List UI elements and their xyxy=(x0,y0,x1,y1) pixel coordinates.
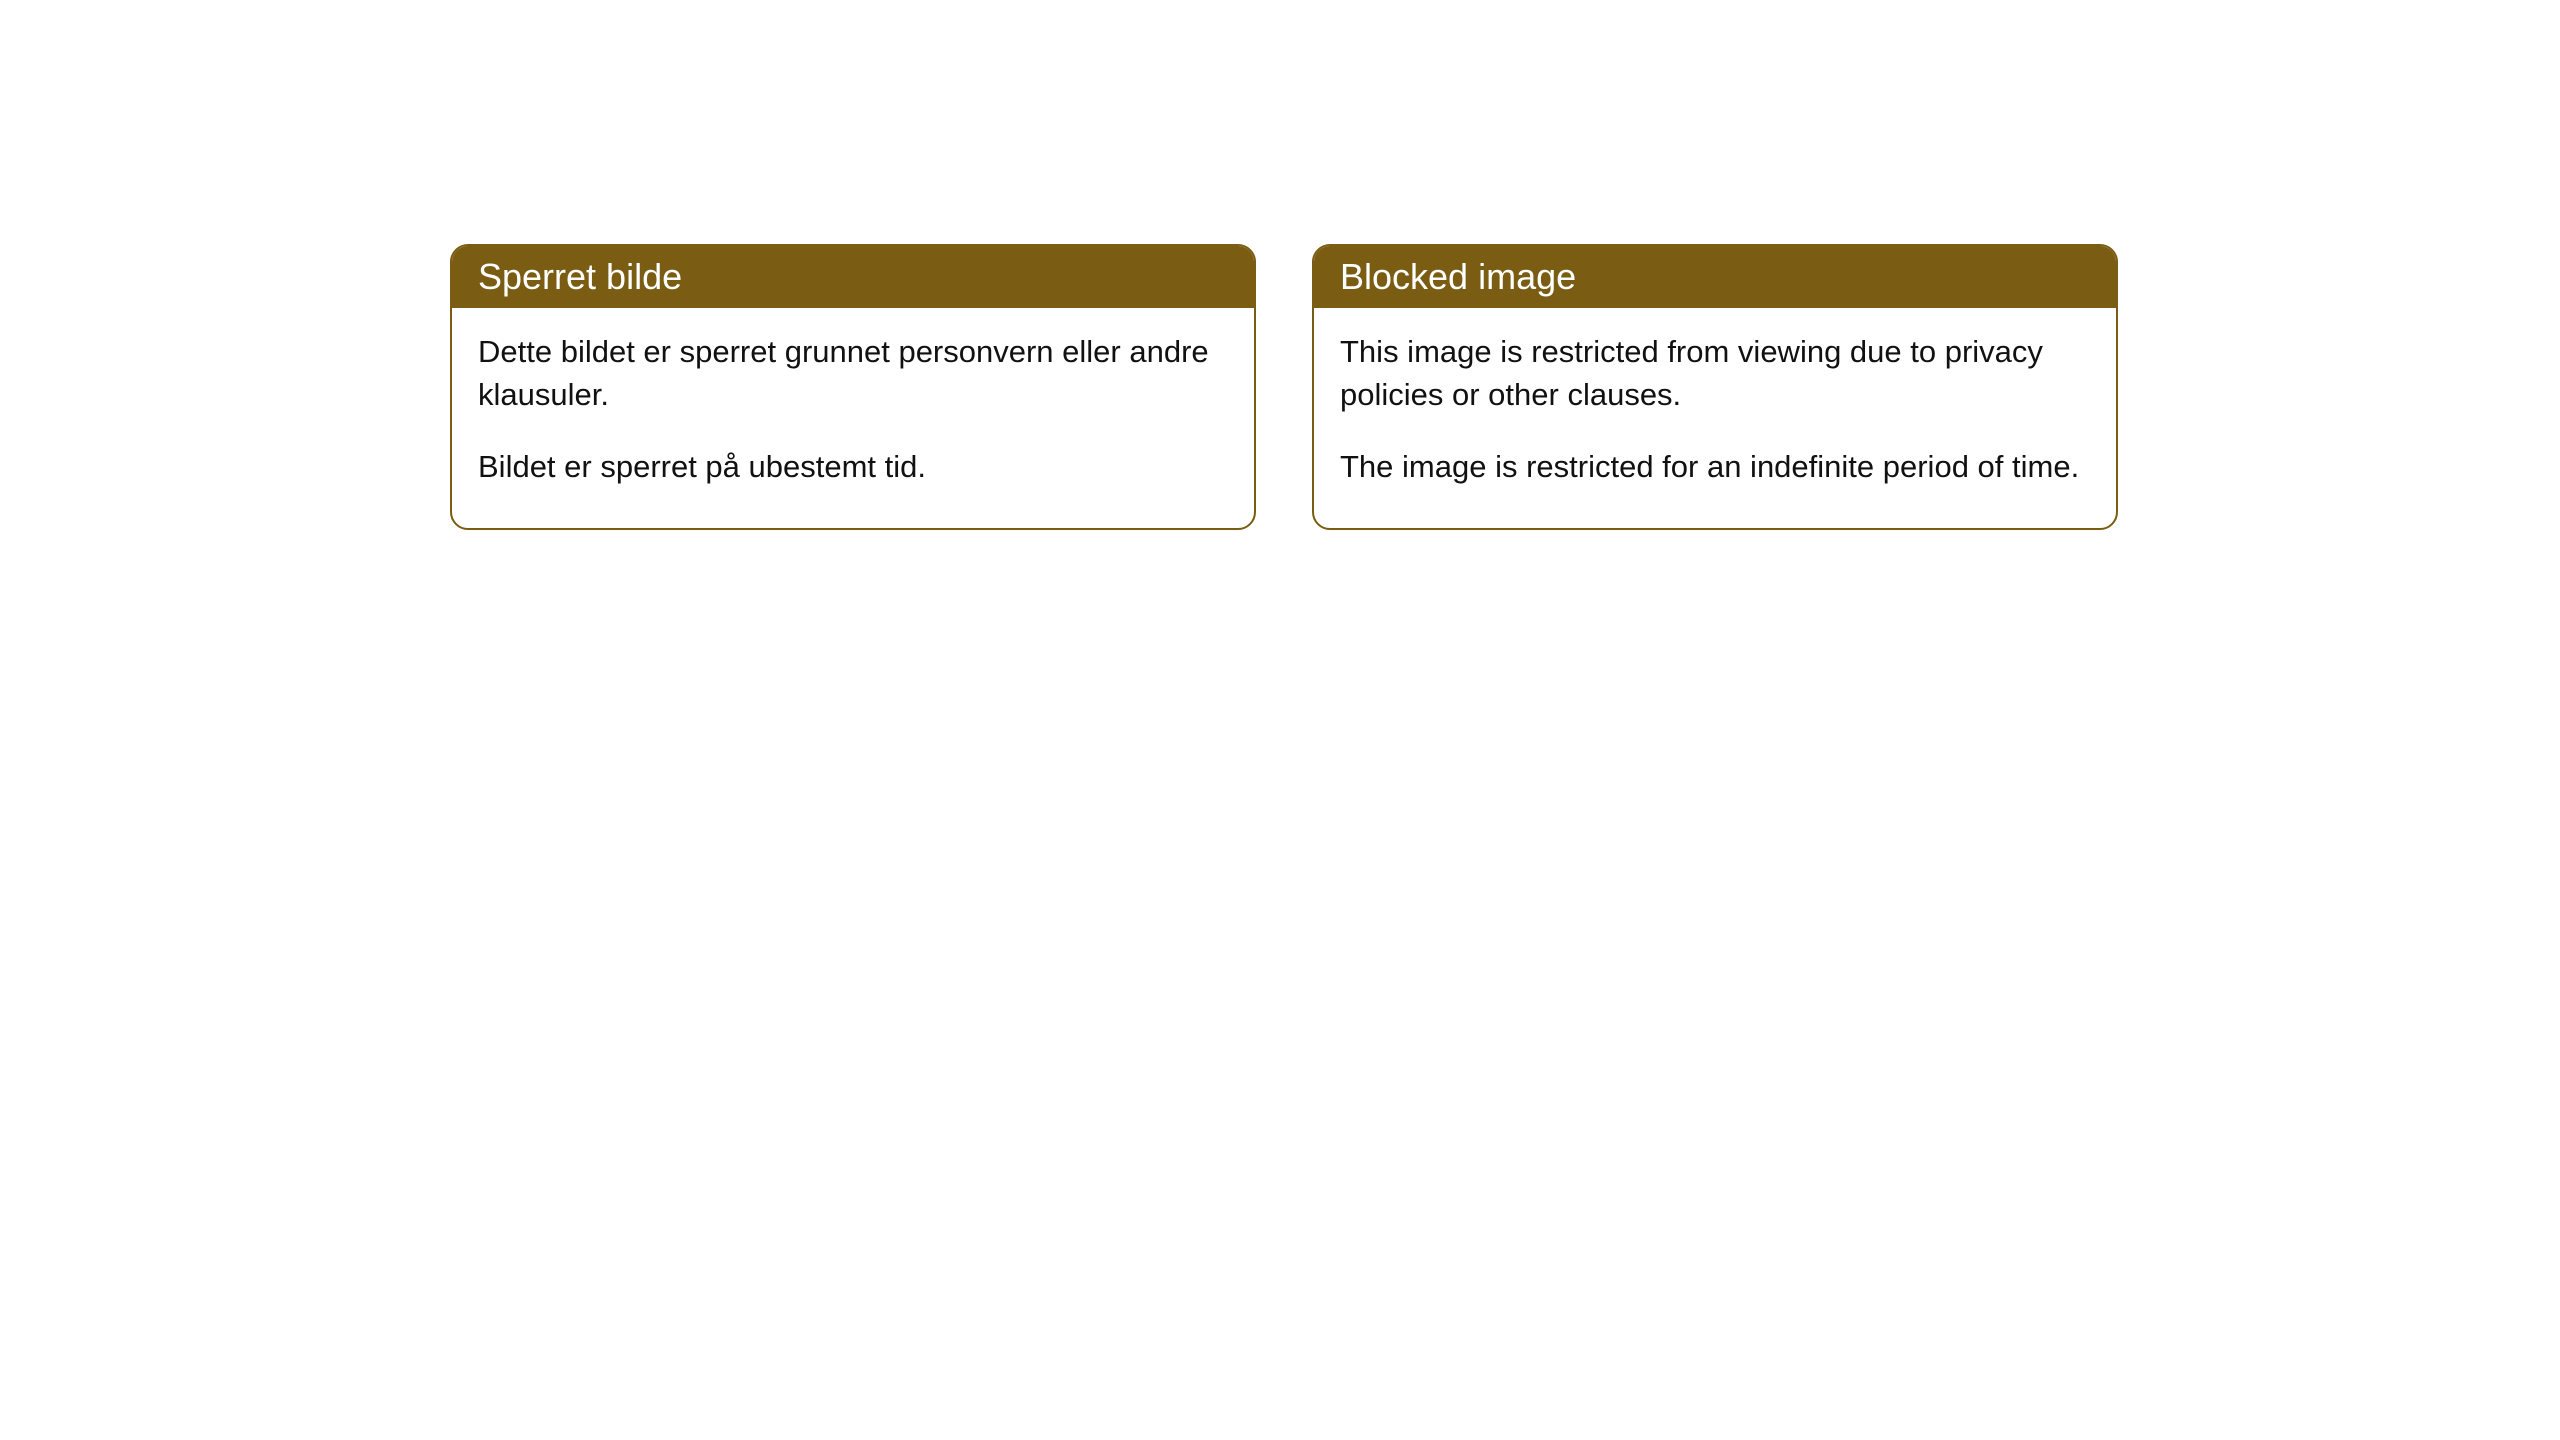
blocked-image-card-no: Sperret bilde Dette bildet er sperret gr… xyxy=(450,244,1256,530)
notice-cards-container: Sperret bilde Dette bildet er sperret gr… xyxy=(450,244,2118,530)
card-text-en-2: The image is restricted for an indefinit… xyxy=(1340,445,2090,488)
card-text-en-1: This image is restricted from viewing du… xyxy=(1340,330,2090,417)
card-text-no-2: Bildet er sperret på ubestemt tid. xyxy=(478,445,1228,488)
card-header-en: Blocked image xyxy=(1314,246,2116,308)
blocked-image-card-en: Blocked image This image is restricted f… xyxy=(1312,244,2118,530)
card-body-no: Dette bildet er sperret grunnet personve… xyxy=(452,308,1254,528)
card-body-en: This image is restricted from viewing du… xyxy=(1314,308,2116,528)
card-header-no: Sperret bilde xyxy=(452,246,1254,308)
card-text-no-1: Dette bildet er sperret grunnet personve… xyxy=(478,330,1228,417)
